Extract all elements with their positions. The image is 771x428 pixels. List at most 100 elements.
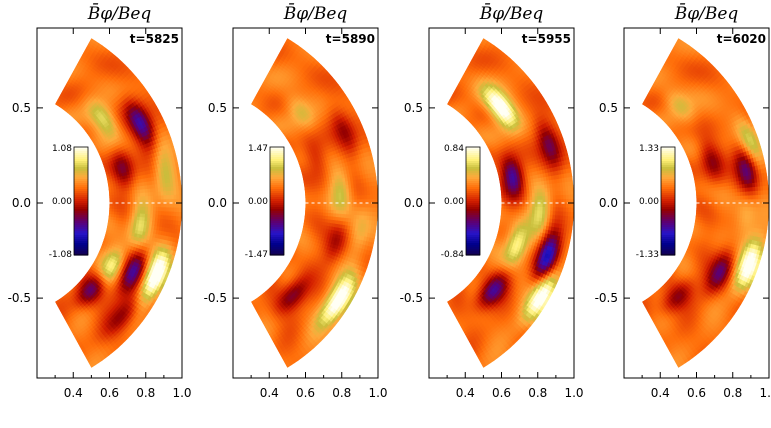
colorbar-swatch <box>466 199 480 202</box>
colorbar-swatch <box>270 243 284 246</box>
colorbar-swatch <box>466 161 480 164</box>
colorbar-swatch <box>270 235 284 238</box>
colorbar-swatch <box>270 253 284 256</box>
colorbar-swatch <box>661 169 675 172</box>
colorbar-swatch <box>466 245 480 248</box>
colorbar-swatch <box>466 151 480 154</box>
colorbar-swatch <box>466 243 480 246</box>
field-heatmap <box>447 38 574 368</box>
colorbar-swatch <box>270 227 284 230</box>
colorbar-swatch <box>661 205 675 208</box>
colorbar-swatch <box>270 207 284 210</box>
colorbar-swatch <box>74 167 88 170</box>
colorbar-swatch <box>661 251 675 254</box>
colorbar-swatch <box>270 191 284 194</box>
colorbar-swatch <box>661 213 675 216</box>
colorbar-swatch <box>661 147 675 150</box>
colorbar-swatch <box>270 167 284 170</box>
colorbar-frame <box>660 146 676 256</box>
colorbar-swatch <box>74 241 88 244</box>
colorbar-swatch <box>661 247 675 250</box>
colorbar-min-label: -1.08 <box>49 250 73 260</box>
colorbar-max-label: 1.08 <box>52 144 72 154</box>
colorbar-swatch <box>661 203 675 206</box>
colorbar-max-label: 0.84 <box>444 144 464 154</box>
colorbar-swatch <box>270 159 284 162</box>
colorbar-swatch <box>270 173 284 176</box>
colorbar-swatch <box>466 251 480 254</box>
colorbar-swatch <box>74 177 88 180</box>
y-tick-label: 0.5 <box>208 101 227 115</box>
colorbar-swatch <box>74 147 88 150</box>
colorbar-swatch <box>661 155 675 158</box>
colorbar-swatch <box>74 207 88 210</box>
colorbar-swatch <box>661 211 675 214</box>
colorbar-swatch <box>270 225 284 228</box>
colorbar-swatch <box>270 209 284 212</box>
colorbar-swatch <box>74 247 88 250</box>
colorbar-mid-label: 0.00 <box>52 197 72 207</box>
colorbar-swatch <box>270 239 284 242</box>
colorbar-swatch <box>661 217 675 220</box>
colorbar-swatch <box>270 189 284 192</box>
colorbar-swatch <box>74 151 88 154</box>
colorbar-swatch <box>466 153 480 156</box>
colorbar: 0.84 0.00 -0.84 <box>441 144 481 260</box>
colorbar-swatch <box>661 235 675 238</box>
colorbar-swatch <box>74 221 88 224</box>
colorbar-swatch <box>661 223 675 226</box>
colorbar-swatch <box>270 177 284 180</box>
colorbar-swatch <box>270 237 284 240</box>
colorbar-swatch <box>74 231 88 234</box>
x-tick-label: 1.0 <box>368 386 387 400</box>
colorbar-swatch <box>661 229 675 232</box>
colorbar-swatch <box>74 253 88 256</box>
y-tick-label: 0.5 <box>12 101 31 115</box>
colorbar-swatch <box>661 149 675 152</box>
colorbar-swatch <box>466 179 480 182</box>
colorbar-swatch <box>270 149 284 152</box>
panel-1: 0.4 0.6 0.8 1.0 0.5 0.0 -0.5 B̄φ/Beq t=5825 1.08 0… <box>8 2 192 400</box>
colorbar-swatch <box>74 187 88 190</box>
colorbar-swatch <box>466 149 480 152</box>
colorbar-swatch <box>74 213 88 216</box>
panel-title: B̄φ/Beq <box>87 2 152 24</box>
colorbar-swatch <box>466 237 480 240</box>
colorbar-swatch <box>270 151 284 154</box>
colorbar-swatch <box>466 207 480 210</box>
colorbar-mid-label: 0.00 <box>639 197 659 207</box>
panel-2: 0.4 0.6 0.8 1.0 0.5 0.0 -0.5 B̄φ/Beq t=5890 1.47 0… <box>204 2 388 400</box>
colorbar-swatch <box>270 179 284 182</box>
colorbar-swatch <box>661 173 675 176</box>
x-tick-label: 0.4 <box>456 386 475 400</box>
colorbar-swatch <box>466 193 480 196</box>
x-tick-label: 0.8 <box>528 386 547 400</box>
colorbar: 1.33 0.00 -1.33 <box>636 144 676 260</box>
colorbar-swatch <box>466 253 480 256</box>
colorbar-swatch <box>74 157 88 160</box>
colorbar-swatch <box>74 201 88 204</box>
colorbar-swatch <box>661 227 675 230</box>
colorbar-swatch <box>74 235 88 238</box>
x-tick-label: 1.0 <box>759 386 771 400</box>
colorbar-swatch <box>466 171 480 174</box>
x-tick-label: 0.4 <box>260 386 279 400</box>
colorbar-max-label: 1.33 <box>639 144 659 154</box>
colorbar-swatch <box>466 185 480 188</box>
colorbar-swatch <box>661 199 675 202</box>
colorbar-swatch <box>270 157 284 160</box>
colorbar-swatch <box>466 233 480 236</box>
colorbar-swatch <box>466 175 480 178</box>
colorbar-swatch <box>466 181 480 184</box>
x-tick-label: 0.6 <box>100 386 119 400</box>
colorbar-swatch <box>661 167 675 170</box>
colorbar-swatch <box>270 203 284 206</box>
colorbar-swatch <box>270 169 284 172</box>
colorbar-swatch <box>661 237 675 240</box>
colorbar-swatch <box>270 223 284 226</box>
panel-title: B̄φ/Beq <box>479 2 544 24</box>
colorbar-swatch <box>270 165 284 168</box>
colorbar-min-label: -0.84 <box>441 250 465 260</box>
x-tick-label: 0.8 <box>136 386 155 400</box>
